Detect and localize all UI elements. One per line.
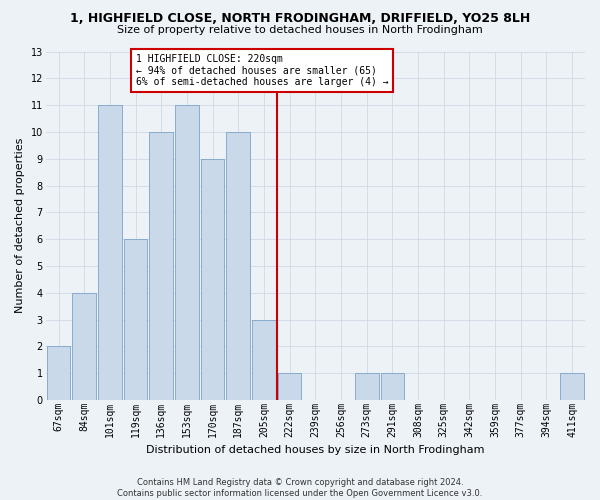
Bar	[175, 105, 199, 400]
Bar	[124, 239, 148, 400]
Bar	[380, 373, 404, 400]
Text: 1, HIGHFIELD CLOSE, NORTH FRODINGHAM, DRIFFIELD, YO25 8LH: 1, HIGHFIELD CLOSE, NORTH FRODINGHAM, DR…	[70, 12, 530, 26]
Bar	[252, 320, 276, 400]
Bar	[226, 132, 250, 400]
Bar	[98, 105, 122, 400]
Bar	[355, 373, 379, 400]
Bar	[47, 346, 70, 400]
Text: Contains HM Land Registry data © Crown copyright and database right 2024.
Contai: Contains HM Land Registry data © Crown c…	[118, 478, 482, 498]
Bar	[201, 158, 224, 400]
Text: 1 HIGHFIELD CLOSE: 220sqm
← 94% of detached houses are smaller (65)
6% of semi-d: 1 HIGHFIELD CLOSE: 220sqm ← 94% of detac…	[136, 54, 388, 88]
X-axis label: Distribution of detached houses by size in North Frodingham: Distribution of detached houses by size …	[146, 445, 485, 455]
Bar	[560, 373, 584, 400]
Text: Size of property relative to detached houses in North Frodingham: Size of property relative to detached ho…	[117, 25, 483, 35]
Y-axis label: Number of detached properties: Number of detached properties	[15, 138, 25, 314]
Bar	[149, 132, 173, 400]
Bar	[278, 373, 301, 400]
Bar	[73, 293, 96, 400]
